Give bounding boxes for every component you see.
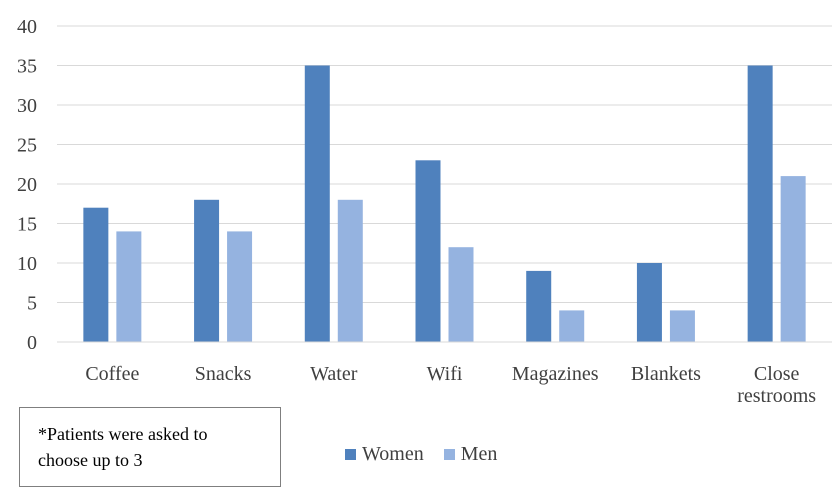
legend-swatch-men (443, 448, 455, 460)
y-axis-ticks: 0 5 10 15 20 25 30 35 40 (17, 16, 37, 354)
footnote-box: *Patients were asked to choose up to 3 (19, 407, 281, 487)
x-label-close-restrooms: Close restrooms (737, 363, 816, 407)
x-label-magazines: Magazines (512, 363, 599, 385)
bar-women-wifi (415, 160, 441, 342)
y-tick-0: 0 (27, 332, 37, 354)
y-tick-35: 35 (17, 56, 37, 78)
footnote-line-2: choose up to 3 (38, 450, 143, 470)
gridlines (57, 25, 832, 303)
legend: Women Men (345, 440, 517, 468)
y-tick-15: 15 (17, 214, 37, 236)
x-label-blankets: Blankets (631, 363, 701, 385)
bar-men-water (337, 199, 363, 342)
y-tick-40: 40 (17, 16, 37, 38)
legend-label-men: Men (460, 442, 498, 465)
bar-men-close-restrooms (780, 176, 806, 342)
x-label-snacks: Snacks (195, 363, 252, 385)
x-axis-categories: Coffee Snacks Water Wifi Magazines Blankets Cl… (85, 363, 816, 407)
y-tick-10: 10 (17, 253, 37, 275)
bar-women-magazines (526, 270, 552, 342)
legend-label-women: Women (362, 442, 424, 465)
legend-item-women: Women (345, 443, 424, 466)
bar-women-coffee (83, 207, 109, 342)
bar-men-wifi (448, 247, 474, 342)
bar-men-blankets (669, 310, 695, 342)
bar-women-blankets (636, 263, 662, 342)
bar-women-snacks (194, 199, 220, 342)
y-tick-5: 5 (27, 293, 37, 315)
y-tick-25: 25 (17, 135, 37, 157)
bars (83, 65, 806, 342)
bar-chart: 0 5 10 15 20 25 30 35 40 Coffee Snacks Water Wifi Ma… (17, 16, 832, 407)
y-tick-30: 30 (17, 95, 37, 117)
bar-women-water (304, 65, 330, 342)
y-tick-20: 20 (17, 174, 37, 196)
bar-women-close-restrooms (747, 65, 773, 342)
legend-item-men: Men (443, 442, 498, 466)
bar-men-magazines (559, 310, 585, 342)
x-label-water: Water (310, 363, 358, 385)
bar-men-coffee (116, 231, 142, 342)
footnote-line-1: *Patients were asked to (38, 424, 208, 444)
bar-men-snacks (227, 231, 253, 342)
legend-swatch-women (345, 448, 356, 460)
x-label-coffee: Coffee (85, 363, 139, 385)
x-label-wifi: Wifi (427, 363, 463, 385)
